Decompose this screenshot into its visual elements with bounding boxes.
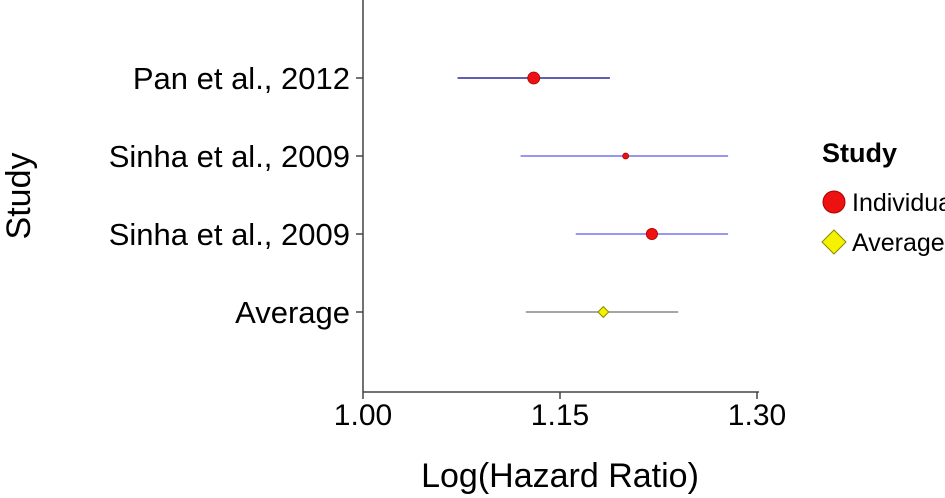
study-label: Sinha et al., 2009	[109, 217, 350, 252]
x-tick-label: 1.30	[728, 399, 786, 432]
study-rows: Pan et al., 2012 Sinha et al., 2009 Sinha …	[109, 61, 729, 330]
x-tick-label: 1.15	[531, 399, 589, 432]
legend-individual-marker	[822, 190, 846, 214]
study-label: Sinha et al., 2009	[109, 139, 350, 174]
legend-entry-label: Individual	[852, 189, 945, 217]
legend-entry-label: Average	[852, 229, 945, 257]
individual-point	[622, 152, 630, 160]
y-axis-label: Study	[0, 153, 38, 240]
average-point	[597, 305, 610, 319]
plot-axes: 1.00 1.15 1.30	[334, 0, 786, 432]
study-label: Average	[235, 295, 350, 330]
individual-point	[527, 71, 541, 85]
x-axis-label: Log(Hazard Ratio)	[421, 457, 699, 495]
individual-point	[645, 227, 658, 240]
legend-title: Study	[822, 138, 897, 168]
study-label: Pan et al., 2012	[133, 61, 350, 96]
legend-average-marker	[821, 229, 847, 255]
legend: Study Individual Average	[821, 138, 945, 257]
x-tick-label: 1.00	[334, 399, 392, 432]
